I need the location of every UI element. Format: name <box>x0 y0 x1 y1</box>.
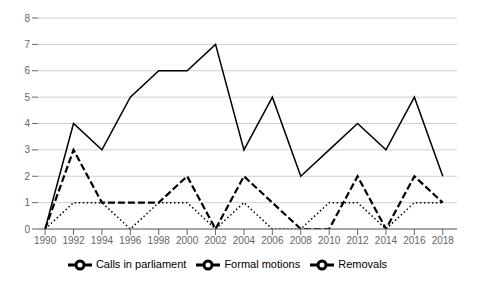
svg-text:1996: 1996 <box>119 235 142 246</box>
svg-text:2000: 2000 <box>176 235 199 246</box>
svg-text:1992: 1992 <box>62 235 85 246</box>
svg-text:7: 7 <box>24 39 30 50</box>
html-text:Formal motions: Formal motions <box>224 257 301 270</box>
html-text:Removals: Removals <box>338 257 388 270</box>
svg-text:5: 5 <box>24 92 30 103</box>
svg-text:2018: 2018 <box>432 235 455 246</box>
svg-text:2016: 2016 <box>403 235 426 246</box>
svg-text:3: 3 <box>24 144 30 155</box>
svg-text:4: 4 <box>24 118 30 129</box>
svg-text:1: 1 <box>24 197 30 208</box>
html-text:Calls in parliament: Calls in parliament <box>95 257 187 270</box>
svg-text:0: 0 <box>24 224 30 235</box>
svg-text:2006: 2006 <box>261 235 284 246</box>
svg-text:1994: 1994 <box>91 235 114 246</box>
svg-text:2002: 2002 <box>204 235 227 246</box>
svg-text:2008: 2008 <box>290 235 313 246</box>
svg-text:1998: 1998 <box>148 235 171 246</box>
svg-text:8: 8 <box>24 13 30 24</box>
svg-text:1990: 1990 <box>34 235 57 246</box>
svg-text:2004: 2004 <box>233 235 256 246</box>
svg-text:2012: 2012 <box>346 235 369 246</box>
svg-text:6: 6 <box>24 65 30 76</box>
svg-text:2010: 2010 <box>318 235 341 246</box>
svg-text:2014: 2014 <box>375 235 398 246</box>
svg-text:2: 2 <box>24 171 30 182</box>
